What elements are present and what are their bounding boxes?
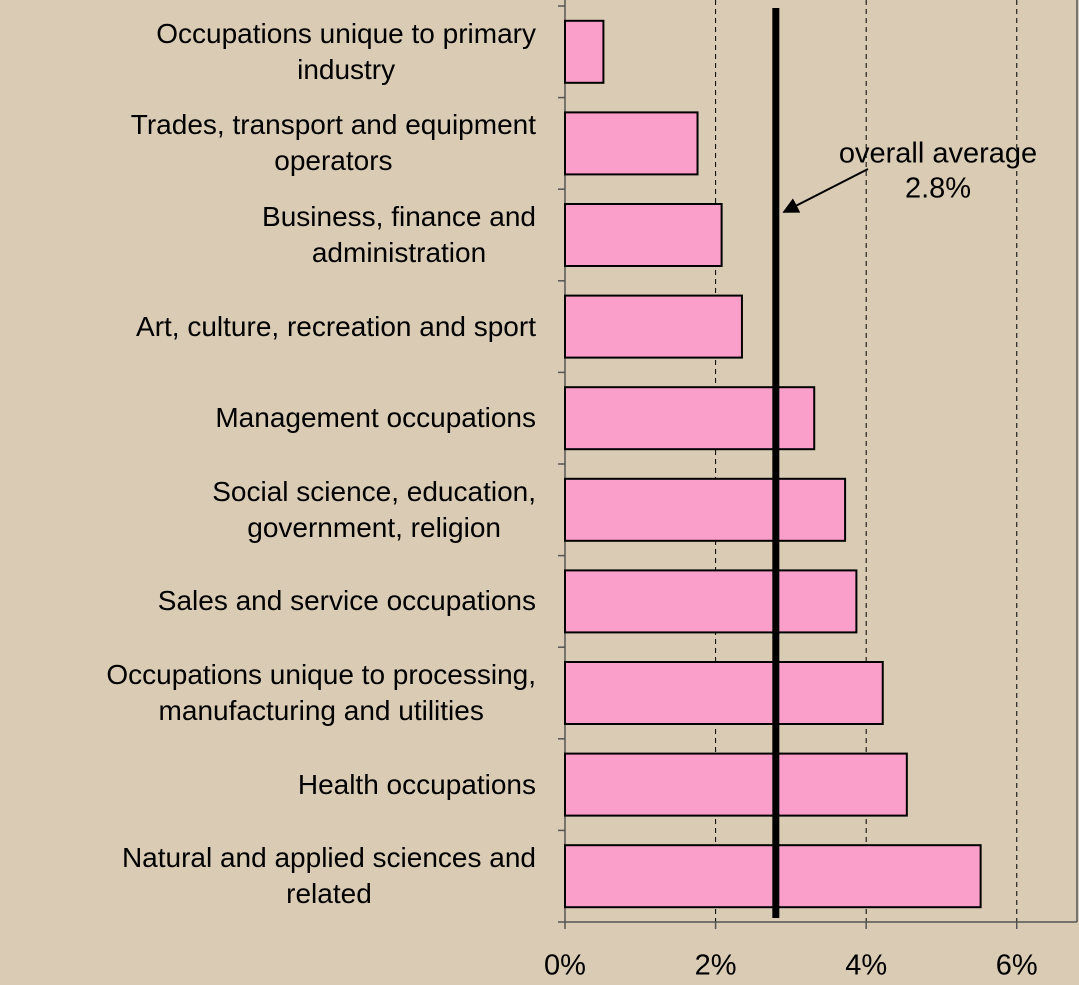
category-label: Art, culture, recreation and sport	[136, 309, 536, 345]
annotation-arrow	[782, 168, 869, 213]
bar	[564, 203, 723, 267]
category-label-line: Natural and applied sciences and	[121, 842, 536, 874]
category-label-line: industry	[297, 53, 396, 85]
x-tick-label: 4%	[845, 950, 887, 982]
bar	[564, 294, 743, 359]
bar	[564, 569, 858, 634]
bar	[564, 661, 884, 725]
annotation: 2.8%	[905, 173, 971, 205]
category-label: Sales and service occupations	[158, 583, 536, 619]
category-label-line: Social science, education,	[212, 475, 536, 507]
category-label-line: administration	[311, 237, 487, 268]
category-label: Occupations unique to processing, manufac…	[106, 657, 536, 729]
annotation: overall average	[839, 138, 1037, 170]
category-label: Business, finance and administration	[262, 199, 536, 271]
category-label: Management occupations	[215, 400, 536, 436]
category-label-line: Business, finance and	[262, 201, 536, 232]
category-label: Natural and applied sciences and related	[122, 840, 536, 912]
category-label: Health occupations	[298, 767, 536, 803]
bar	[564, 111, 699, 176]
category-label-line: Trades, transport and equipment	[130, 109, 536, 141]
category-label-line: Art, culture, recreation and sport	[136, 310, 536, 342]
category-label-line: Occupations unique to primary	[156, 17, 536, 49]
category-label-line: operators	[274, 145, 393, 177]
bar	[564, 752, 908, 817]
category-label: Occupations unique to primary industry	[156, 16, 536, 88]
category-label: Trades, transport and equipment operators	[131, 107, 536, 179]
category-label-line: government, religion	[247, 511, 501, 543]
x-tick-label: 0%	[544, 950, 586, 982]
x-tick-label: 6%	[996, 950, 1038, 982]
category-label-line: Occupations unique to processing,	[106, 659, 536, 690]
x-tick-label: 2%	[695, 950, 737, 982]
category-label-line: Sales and service occupations	[157, 585, 536, 617]
category-label-line: Health occupations	[297, 768, 536, 800]
category-label-line: manufacturing and utilities	[158, 695, 484, 726]
category-label-line: Management occupations	[215, 402, 536, 434]
bar	[564, 19, 605, 84]
bar	[564, 477, 847, 542]
category-label-line: related	[286, 878, 372, 910]
category-label: Social science, education, government, re…	[212, 474, 536, 546]
